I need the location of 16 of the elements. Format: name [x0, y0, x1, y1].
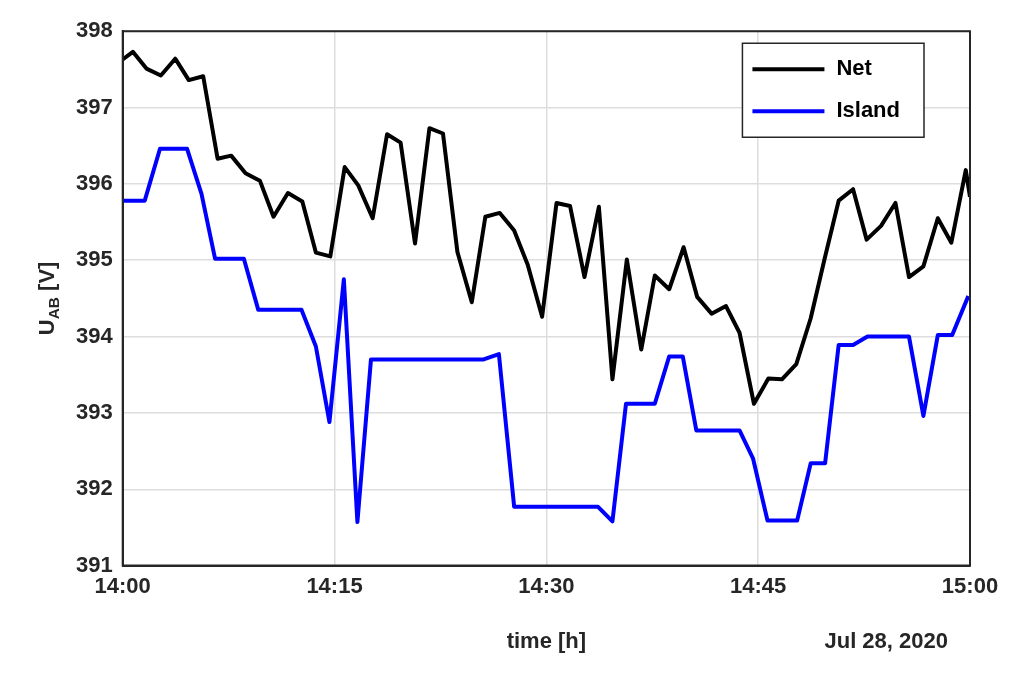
y-axis-title: UAB [V]	[34, 261, 62, 336]
x-axis-title: time [h]	[506, 627, 587, 653]
text: Jul 28, 2020	[824, 627, 948, 653]
y-tick-label: 395	[75, 246, 113, 272]
y-tick-label: 396	[75, 169, 113, 195]
x-tick-label: 14:30	[518, 572, 575, 598]
y-tick-label: 393	[75, 398, 113, 424]
y-tick-label: 398	[75, 17, 113, 43]
legend-label: Island	[836, 97, 901, 123]
y-tick-label: 392	[75, 475, 113, 501]
x-tick-label: 14:45	[730, 572, 787, 598]
x-tick-label: 14:15	[306, 572, 363, 598]
legend-label: Net	[836, 55, 873, 81]
y-tick-label: 397	[75, 93, 113, 119]
y-tick-label: 394	[75, 322, 114, 348]
x-tick-label: 15:00	[941, 572, 999, 598]
